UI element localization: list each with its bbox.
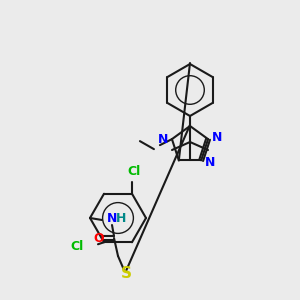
- Text: N: N: [158, 133, 168, 146]
- Text: N: N: [212, 130, 222, 144]
- Text: N: N: [107, 212, 117, 226]
- Text: Cl: Cl: [128, 165, 141, 178]
- Text: H: H: [116, 212, 126, 226]
- Text: Cl: Cl: [71, 240, 84, 253]
- Text: O: O: [94, 232, 104, 244]
- Text: N: N: [205, 156, 215, 169]
- Text: S: S: [121, 266, 131, 281]
